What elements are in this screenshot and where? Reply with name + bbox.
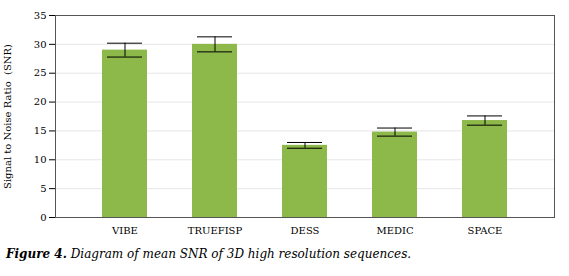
svg-text:0: 0 [40,212,46,223]
svg-text:MEDIC: MEDIC [376,225,414,236]
svg-text:5: 5 [40,183,46,194]
svg-text:SPACE: SPACE [468,225,503,236]
svg-text:15: 15 [34,125,47,136]
svg-text:35: 35 [34,10,47,21]
html-text:Figure 4. Diagram of mean SNR: Figure 4. Diagram of mean SNR of 3D high… [6,247,412,261]
svg-text:20: 20 [34,96,47,107]
svg-text:TRUEFISP: TRUEFISP [188,225,243,236]
svg-text:30: 30 [34,39,47,50]
svg-text:VIBE: VIBE [111,225,138,236]
svg-text:10: 10 [34,154,47,165]
svg-text:Signal to Noise Ratio (SNR): Signal to Noise Ratio (SNR) [2,44,13,189]
svg-text:DESS: DESS [291,225,320,236]
svg-text:25: 25 [34,67,47,78]
